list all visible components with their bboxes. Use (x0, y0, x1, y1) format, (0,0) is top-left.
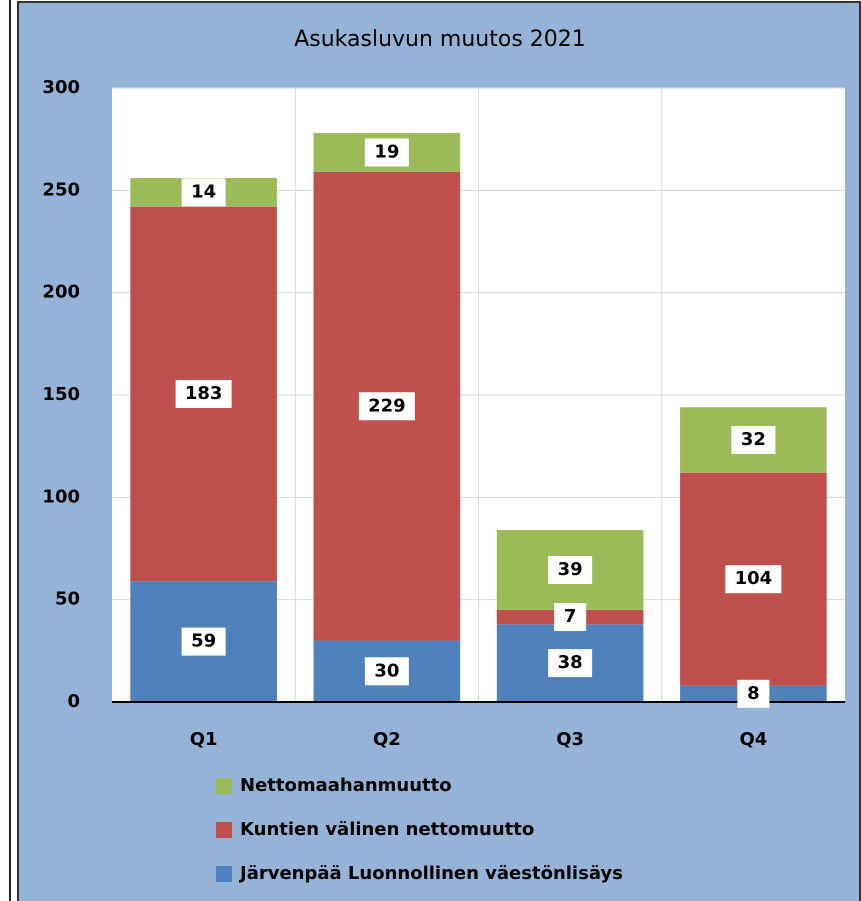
legend-label: Kuntien välinen nettomuutto (240, 819, 534, 840)
data-label: 39 (558, 559, 583, 580)
y-tick-label: 100 (42, 486, 80, 507)
legend-swatch (216, 822, 232, 838)
y-tick-label: 150 (42, 384, 80, 405)
y-tick-label: 300 (42, 77, 80, 98)
data-label-box (548, 649, 593, 678)
y-tick-label: 50 (55, 589, 80, 610)
data-label: 8 (747, 683, 760, 704)
data-label-box (737, 679, 770, 708)
chart-title: Asukasluvun muutos 2021 (294, 27, 586, 52)
data-label-box (364, 657, 409, 686)
data-label: 229 (368, 395, 406, 416)
data-label-box (175, 379, 232, 408)
data-label: 32 (741, 429, 766, 450)
legend-swatch (216, 778, 232, 794)
data-label: 7 (564, 606, 577, 627)
x-tick-label: Q4 (739, 729, 767, 750)
data-label: 104 (735, 568, 773, 589)
data-label-box (358, 392, 415, 421)
data-label-box (548, 555, 593, 584)
legend-swatch (216, 866, 232, 882)
data-label: 19 (374, 141, 399, 162)
data-label-box (725, 565, 782, 594)
x-tick-label: Q1 (190, 729, 218, 750)
y-tick-label: 250 (42, 179, 80, 200)
data-label: 14 (191, 181, 216, 202)
data-label-box (364, 138, 409, 167)
data-label-box (554, 603, 587, 632)
x-tick-label: Q3 (556, 729, 584, 750)
data-label: 38 (558, 652, 583, 673)
legend-label: Järvenpää Luonnollinen väestönlisäys (238, 863, 623, 884)
data-label-box (181, 178, 226, 207)
data-label: 183 (185, 383, 223, 404)
y-tick-label: 0 (67, 691, 80, 712)
data-label-box (181, 627, 226, 656)
x-tick-label: Q2 (373, 729, 401, 750)
data-label: 59 (191, 631, 216, 652)
y-tick-label: 200 (42, 282, 80, 303)
data-label: 30 (374, 660, 399, 681)
legend-label: Nettomaahanmuutto (240, 775, 452, 796)
data-label-box (731, 426, 776, 455)
